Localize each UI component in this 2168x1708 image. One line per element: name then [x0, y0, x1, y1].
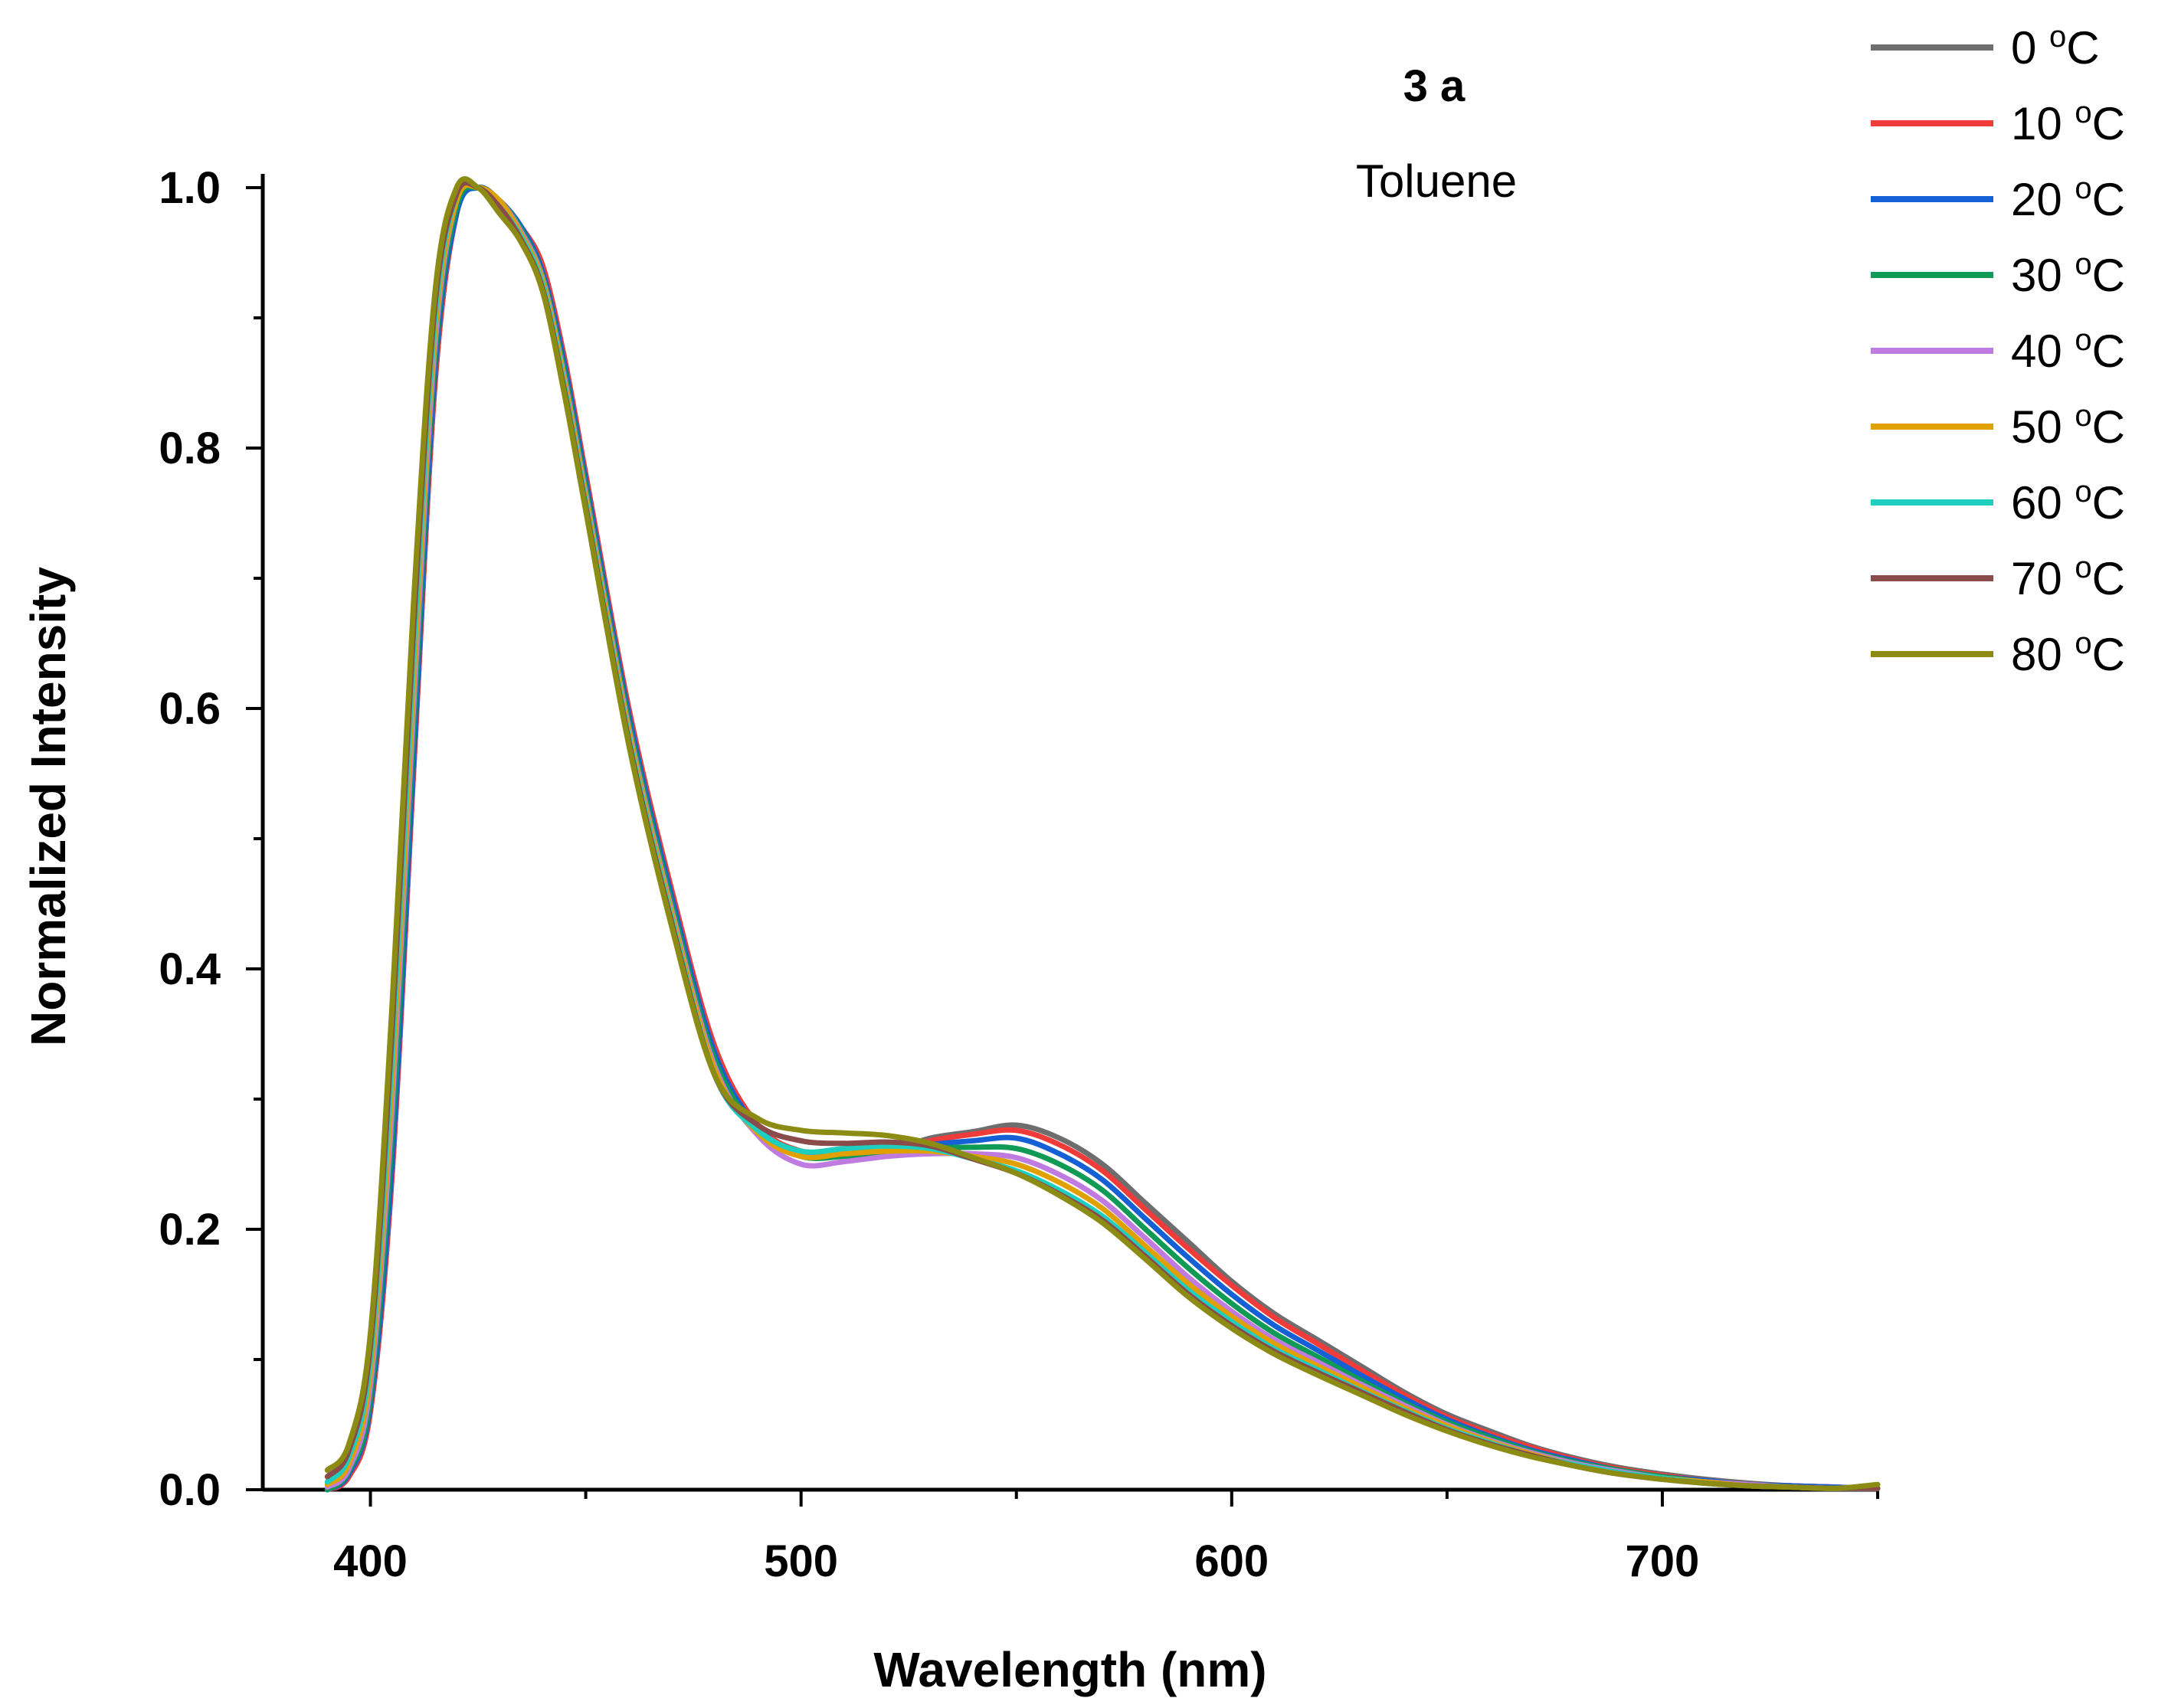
y-axis-title: Normalized Intensity [21, 567, 76, 1046]
legend-label: 50 oC [2011, 399, 2125, 453]
legend-item: 0 oC [1871, 20, 2100, 74]
y-tick-label: 0.4 [159, 944, 221, 994]
legend-item: 10 oC [1871, 96, 2125, 149]
legend-item: 70 oC [1871, 551, 2125, 604]
chart-title: 3 a [1403, 61, 1466, 111]
tick-labels: 400 500 600 700 0.0 0.2 0.4 0.6 0.8 1.0 [159, 163, 1699, 1586]
legend-label: 10 oC [2011, 96, 2125, 149]
legend-item: 20 oC [1871, 172, 2125, 225]
x-tick-label: 600 [1194, 1536, 1269, 1586]
axes [260, 174, 1878, 1492]
y-tick-label: 0.0 [159, 1465, 221, 1515]
y-tick-label: 0.8 [159, 424, 221, 473]
legend-label: 60 oC [2011, 475, 2125, 528]
ticks [246, 186, 1879, 1507]
legend-label: 40 oC [2011, 323, 2125, 377]
legend-item: 40 oC [1871, 323, 2125, 377]
legend-label: 0 oC [2011, 20, 2100, 74]
series-line-80c [324, 176, 1881, 1491]
x-tick-label: 700 [1626, 1536, 1700, 1586]
x-tick-label: 400 [333, 1536, 408, 1586]
y-tick-label: 1.0 [159, 163, 221, 213]
legend-item: 60 oC [1871, 475, 2125, 528]
chart-subtitle: Toluene [1356, 155, 1517, 207]
y-tick-label: 0.6 [159, 684, 221, 734]
y-tick-label: 0.2 [159, 1205, 221, 1255]
legend-item: 30 oC [1871, 247, 2125, 301]
legend-label: 70 oC [2011, 551, 2125, 604]
series-group [324, 176, 1881, 1493]
legend-label: 80 oC [2011, 627, 2125, 680]
legend: 0 oC 10 oC 20 oC 30 oC 40 oC 50 oC 60 oC 70 oC 8… [1871, 20, 2125, 680]
x-axis-title: Wavelength (nm) [873, 1642, 1266, 1697]
legend-item: 50 oC [1871, 399, 2125, 453]
legend-label: 30 oC [2011, 247, 2125, 301]
legend-item: 80 oC [1871, 627, 2125, 680]
x-tick-label: 500 [764, 1536, 838, 1586]
legend-label: 20 oC [2011, 172, 2125, 225]
